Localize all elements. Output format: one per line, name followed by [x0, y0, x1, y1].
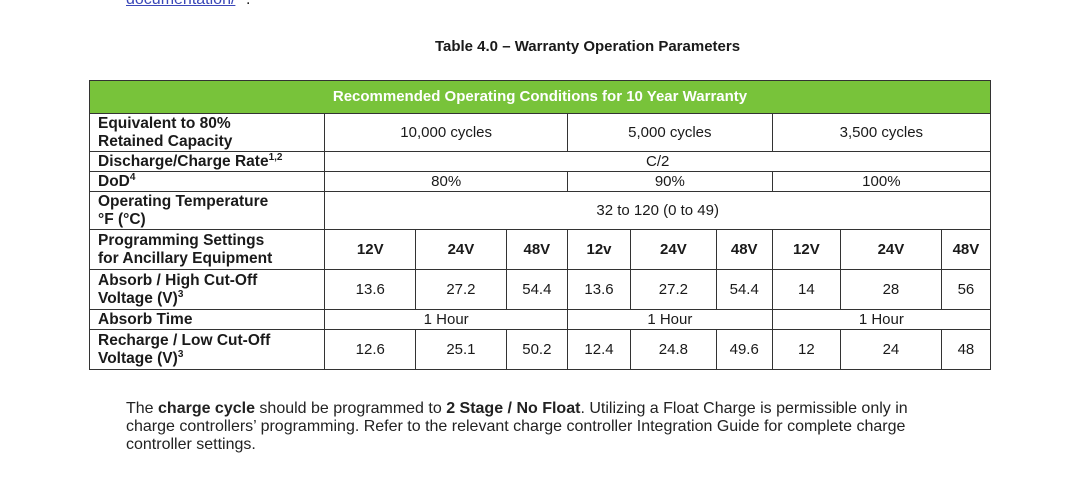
table-cell: 12v [566, 229, 632, 270]
table-row: Absorb Time 1 Hour 1 Hour 1 Hour [88, 309, 992, 330]
table-row: DoD4 80% 90% 100% [88, 171, 992, 192]
table-cell: 14 [771, 269, 842, 310]
table-cell: 54.4 [715, 269, 773, 310]
table-row: Absorb / High Cut-Off Voltage (V)3 13.6 2… [88, 269, 992, 310]
table-caption: Table 4.0 – Warranty Operation Parameter… [434, 38, 741, 55]
table-cell: 49.6 [715, 329, 773, 370]
dod-group-3: 100% [771, 171, 992, 192]
table-cell: 50.2 [505, 329, 568, 370]
row-label-absorb-time: Absorb Time [88, 309, 326, 330]
table-cell: 54.4 [505, 269, 568, 310]
row-label-dod: DoD4 [88, 171, 326, 192]
table-cell: 12V [324, 229, 417, 270]
table-cell: 24.8 [630, 329, 717, 370]
documentation-link[interactable]: documentation/ [126, 0, 235, 9]
table-cell: 24V [415, 229, 507, 270]
capacity-12v-group: 10,000 cycles [324, 113, 568, 152]
charge-cycle-note: The charge cycle should be programmed to… [126, 400, 908, 453]
table-cell: 12 [771, 329, 842, 370]
table-header: Recommended Operating Conditions for 10 … [89, 80, 991, 114]
row-label-recharge: Recharge / Low Cut-Off Voltage (V)3 [88, 329, 326, 370]
table-cell: 27.2 [630, 269, 717, 310]
table-cell: 48V [940, 229, 992, 270]
capacity-48v-group: 3,500 cycles [771, 113, 992, 152]
warranty-table: Recommended Operating Conditions for 10 … [88, 80, 992, 370]
table-cell: 24 [840, 329, 942, 370]
absorb-time-group-3: 1 Hour [771, 309, 992, 330]
table-cell: 13.6 [566, 269, 632, 310]
row-label-programming: Programming Settings for Ancillary Equipm… [88, 229, 326, 270]
rate-value: C/2 [324, 151, 991, 172]
table-cell: 12.6 [324, 329, 417, 370]
dod-group-2: 90% [566, 171, 773, 192]
table-cell: 12V [771, 229, 842, 270]
row-label-capacity: Equivalent to 80% Retained Capacity [88, 113, 326, 152]
table-row: Discharge/Charge Rate1,2 C/2 [88, 151, 991, 172]
table-row: Programming Settings for Ancillary Equipm… [88, 229, 992, 270]
table-cell: 25.1 [415, 329, 507, 370]
table-cell: 24V [840, 229, 942, 270]
table-row: Equivalent to 80% Retained Capacity 10,00… [88, 113, 992, 152]
row-label-rate: Discharge/Charge Rate1,2 [88, 151, 326, 172]
row-label-absorb: Absorb / High Cut-Off Voltage (V)3 [88, 269, 326, 310]
row-label-temperature: Operating Temperature °F (°C) [88, 191, 326, 230]
table-cell: 48V [505, 229, 568, 270]
temperature-value: 32 to 120 (0 to 49) [324, 191, 991, 230]
table-cell: 48 [940, 329, 992, 370]
absorb-time-group-2: 1 Hour [566, 309, 773, 330]
dod-group-1: 80% [324, 171, 568, 192]
table-cell: 28 [840, 269, 942, 310]
table-cell: 12.4 [566, 329, 632, 370]
capacity-24v-group: 5,000 cycles [566, 113, 773, 152]
table-cell: 13.6 [324, 269, 417, 310]
table-cell: 56 [940, 269, 992, 310]
table-cell: 48V [715, 229, 773, 270]
table-cell: 27.2 [415, 269, 507, 310]
table-row: Recharge / Low Cut-Off Voltage (V)3 12.6 … [88, 329, 992, 370]
absorb-time-group-1: 1 Hour [324, 309, 568, 330]
link-period: . [246, 0, 250, 9]
table-row: Operating Temperature °F (°C) 32 to 120 (… [88, 191, 991, 230]
table-cell: 24V [630, 229, 717, 270]
